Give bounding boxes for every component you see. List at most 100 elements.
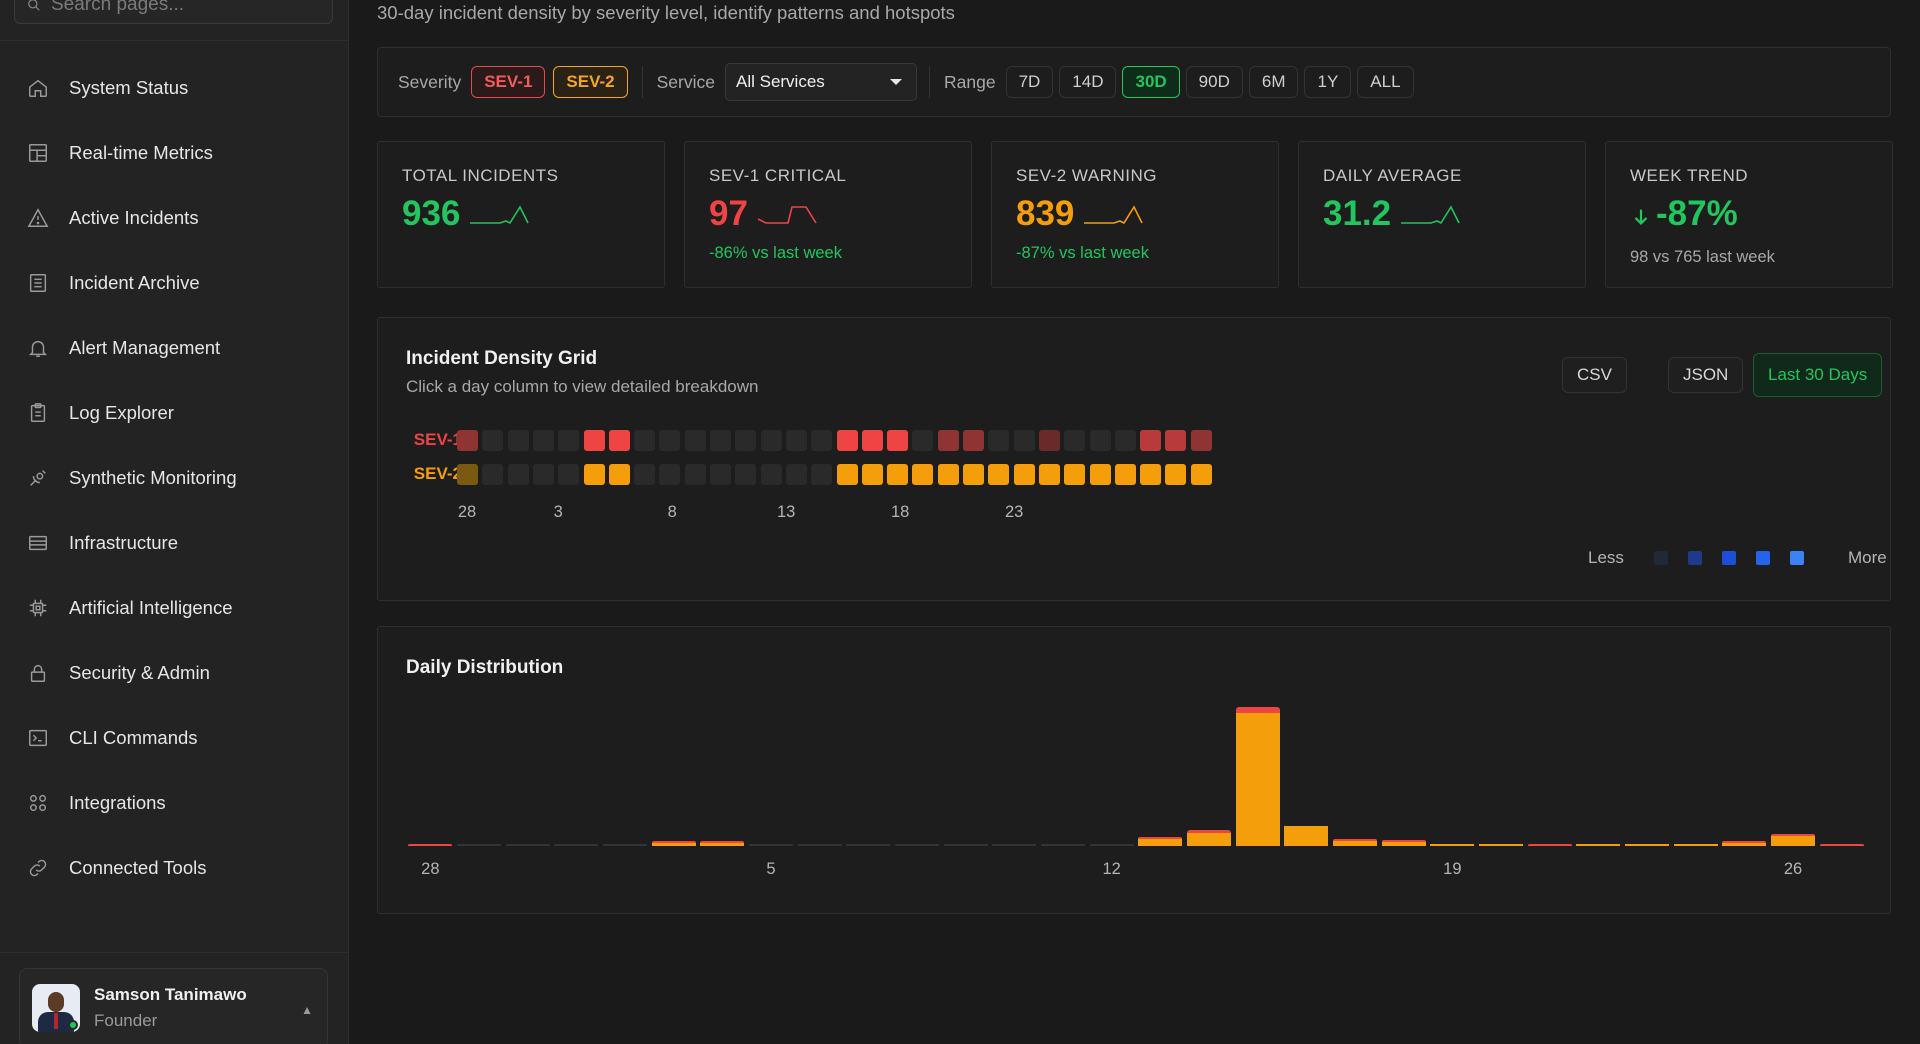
bar-sev-1[interactable] [1381, 840, 1426, 843]
density-cell[interactable] [988, 464, 1010, 485]
density-cell[interactable] [1114, 430, 1136, 451]
export-csv-button[interactable]: CSV [1562, 357, 1627, 393]
density-cell[interactable] [710, 430, 731, 451]
bar-sev-2[interactable] [1722, 843, 1767, 846]
bar-sev-1[interactable] [1235, 707, 1280, 713]
bar-sev-1[interactable] [1771, 833, 1815, 836]
density-cell[interactable] [988, 430, 1010, 451]
density-cell[interactable] [861, 430, 883, 451]
density-cell[interactable] [1038, 464, 1060, 485]
range-90d-button[interactable]: 90D [1185, 66, 1243, 98]
range-7d-button[interactable]: 7D [1005, 66, 1054, 98]
density-cell[interactable] [583, 430, 605, 451]
bar-sev-1[interactable] [1722, 841, 1767, 844]
density-cell[interactable] [684, 464, 706, 485]
density-cell[interactable] [912, 464, 934, 485]
sidebar-item-integrations[interactable]: Integrations [0, 770, 349, 835]
density-cell[interactable] [507, 430, 529, 451]
bar-sev-1[interactable] [651, 841, 696, 844]
bar-sev-1[interactable] [408, 844, 453, 846]
sidebar-item-connected-tools[interactable]: Connected Tools [0, 835, 349, 900]
density-cell[interactable] [1089, 430, 1111, 451]
density-cell[interactable] [1165, 464, 1187, 485]
sidebar-item-active-incidents[interactable]: Active Incidents [0, 185, 349, 250]
bar-sev-2[interactable] [1187, 832, 1231, 846]
density-cell[interactable] [507, 464, 529, 485]
density-cell[interactable] [532, 464, 554, 485]
density-cell[interactable] [760, 430, 782, 451]
density-cell[interactable] [963, 464, 984, 485]
density-cell[interactable] [963, 430, 984, 451]
density-cell[interactable] [684, 430, 706, 451]
density-cell[interactable] [710, 464, 731, 485]
sev2-filter-chip[interactable]: SEV-2 [553, 66, 628, 98]
bar-sev-1[interactable] [1819, 844, 1864, 846]
density-cell[interactable] [558, 430, 580, 451]
density-cell[interactable] [1038, 430, 1060, 451]
density-cell[interactable] [735, 430, 757, 451]
density-cell[interactable] [659, 430, 681, 451]
sidebar-item-artificial-intelligence[interactable]: Artificial Intelligence [0, 575, 349, 640]
sidebar-item-alert-management[interactable]: Alert Management [0, 315, 349, 380]
period-last-30-days-button[interactable]: Last 30 Days [1753, 353, 1883, 397]
density-cell[interactable] [735, 464, 757, 485]
density-cell[interactable] [532, 430, 554, 451]
density-cell[interactable] [1165, 430, 1187, 451]
bar-sev-1[interactable] [1527, 844, 1572, 846]
density-cell[interactable] [887, 464, 909, 485]
density-cell[interactable] [1140, 464, 1162, 485]
bar-sev-1[interactable] [1187, 830, 1231, 833]
range-14d-button[interactable]: 14D [1059, 66, 1117, 98]
density-cell[interactable] [1140, 430, 1162, 451]
density-cell[interactable] [457, 464, 478, 485]
sidebar-item-synthetic-monitoring[interactable]: Synthetic Monitoring [0, 445, 349, 510]
search-box[interactable] [14, 0, 333, 24]
bar-sev-2[interactable] [1771, 835, 1815, 846]
density-cell[interactable] [1064, 430, 1086, 451]
density-cell[interactable] [457, 430, 478, 451]
density-cell[interactable] [1064, 464, 1086, 485]
density-cell[interactable] [1190, 430, 1212, 451]
bar-sev-2[interactable] [1430, 844, 1475, 846]
density-cell[interactable] [634, 464, 656, 485]
bar-sev-1[interactable] [1138, 837, 1183, 840]
density-cell[interactable] [887, 430, 909, 451]
range-1y-button[interactable]: 1Y [1304, 66, 1352, 98]
density-cell[interactable] [1013, 430, 1035, 451]
sidebar-item-security-admin[interactable]: Security & Admin [0, 640, 349, 705]
bar-sev-1[interactable] [700, 841, 745, 844]
density-cell[interactable] [937, 430, 959, 451]
density-cell[interactable] [659, 464, 681, 485]
density-cell[interactable] [482, 464, 504, 485]
bar-sev-2[interactable] [1235, 712, 1280, 846]
density-cell[interactable] [811, 464, 833, 485]
bar-sev-2[interactable] [1333, 841, 1377, 846]
bar-sev-2[interactable] [700, 843, 745, 846]
sidebar-item-system-status[interactable]: System Status [0, 55, 349, 120]
sidebar-item-incident-archive[interactable]: Incident Archive [0, 250, 349, 315]
sidebar-item-cli-commands[interactable]: CLI Commands [0, 705, 349, 770]
bar-sev-2[interactable] [1381, 842, 1426, 846]
user-menu[interactable]: Samson Tanimawo Founder ▲ [19, 968, 328, 1044]
chevron-up-icon[interactable]: ▲ [301, 1003, 313, 1017]
density-cell[interactable] [608, 430, 630, 451]
density-cell[interactable] [785, 464, 807, 485]
search-input[interactable] [51, 0, 311, 16]
sidebar-item-log-explorer[interactable]: Log Explorer [0, 380, 349, 445]
service-select[interactable]: All Services [724, 63, 917, 101]
bar-sev-2[interactable] [1673, 844, 1718, 846]
density-cell[interactable] [634, 430, 656, 451]
density-cell[interactable] [785, 430, 807, 451]
density-cell[interactable] [558, 464, 580, 485]
density-cell[interactable] [811, 430, 833, 451]
density-cell[interactable] [760, 464, 782, 485]
density-cell[interactable] [1089, 464, 1111, 485]
bar-sev-2[interactable] [1576, 844, 1621, 846]
bar-sev-2[interactable] [1625, 844, 1669, 846]
density-cell[interactable] [937, 464, 959, 485]
density-cell[interactable] [836, 464, 858, 485]
density-cell[interactable] [1114, 464, 1136, 485]
bar-sev-1[interactable] [1333, 839, 1377, 842]
density-cell[interactable] [1190, 464, 1212, 485]
sev1-filter-chip[interactable]: SEV-1 [471, 66, 546, 98]
